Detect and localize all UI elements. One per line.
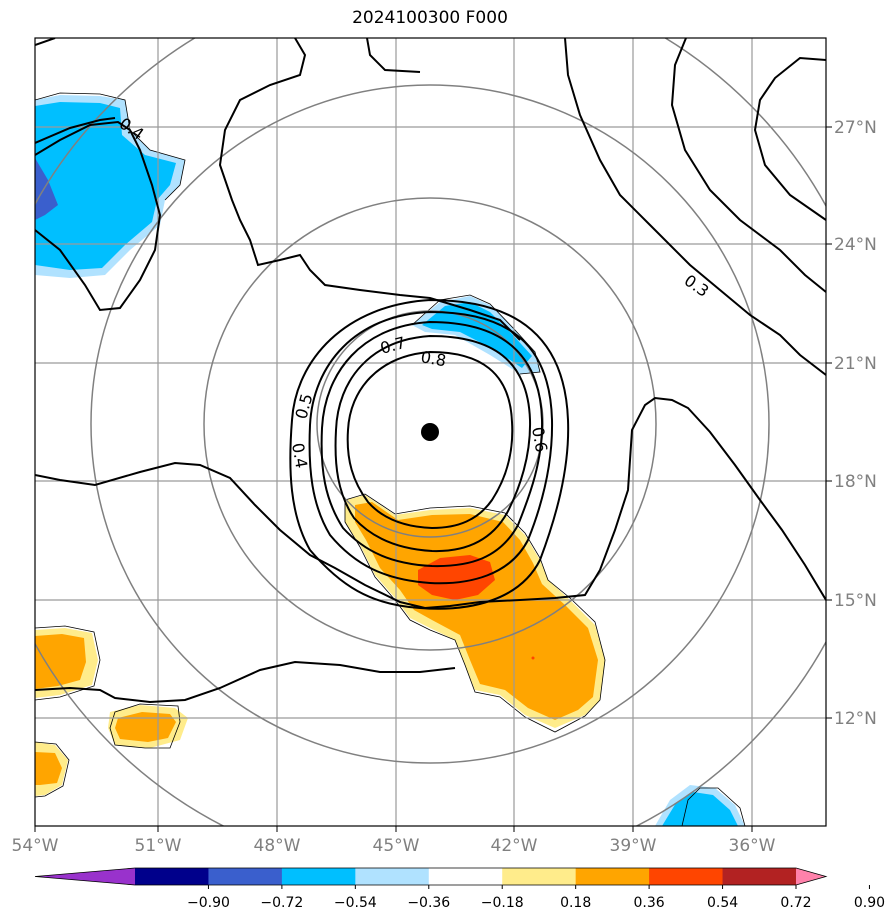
contour-0.6 [320, 320, 544, 568]
map-title: 2024100300 F000 [352, 8, 508, 28]
lat-tick-label: 27°N [834, 118, 877, 138]
colorbar-tick-label: −0.54 [334, 895, 377, 911]
lon-tick-label: 48°W [254, 836, 301, 856]
colorbar-tick-label: 0.90 [854, 895, 885, 911]
colorbar-tick-label: 0.36 [634, 895, 665, 911]
colorbar-extend-low [35, 868, 135, 885]
colorbar-band [135, 868, 209, 885]
lon-tick-label: 51°W [135, 836, 182, 856]
storm-center-marker [421, 423, 439, 441]
contour-label: 0.4 [288, 441, 311, 469]
colorbar-tick-label: −0.72 [260, 895, 303, 911]
colorbar-outline [34, 867, 828, 886]
colorbar-tick-label: −0.18 [481, 895, 524, 911]
colorbar-band [649, 868, 724, 885]
lon-tick-label: 54°W [12, 836, 59, 856]
longitude-labels: 54°W 51°W 48°W 45°W 42°W 39°W 36°W [12, 836, 776, 856]
lat-tick-label: 21°N [834, 354, 877, 374]
shaded-fields [35, 92, 746, 826]
contour-label: 0.8 [419, 347, 447, 370]
colorbar-band [281, 868, 356, 885]
lon-tick-label: 39°W [610, 836, 657, 856]
latitude-labels: 12°N 15°N 18°N 21°N 24°N 27°N [834, 118, 877, 729]
lon-tick-label: 42°W [491, 836, 538, 856]
contour-0.4 [289, 298, 570, 610]
colorbar-band [428, 868, 503, 885]
colorbar-band [355, 868, 430, 885]
colorbar-tick-label: −0.36 [407, 895, 450, 911]
contour-label: 0.6 [528, 425, 551, 453]
colorbar-band [208, 868, 283, 885]
colorbar-band [502, 868, 577, 885]
lat-tick-label: 15°N [834, 591, 877, 611]
map-area: 0.4 0.3 0.7 0.8 0.5 0.6 0.4 [35, 38, 826, 826]
lat-tick-label: 12°N [834, 709, 877, 729]
colorbar: −0.90 −0.72 −0.54 −0.36 −0.18 0.18 0.36 0.54 0.7… [34, 867, 885, 911]
colorbar-tick-label: 0.54 [707, 895, 738, 911]
colorbar-extend-high [796, 868, 826, 885]
colorbar-band [575, 868, 650, 885]
colorbar-tick-label: 0.72 [780, 895, 811, 911]
contour-0.8 [346, 350, 514, 530]
colorbar-band [722, 868, 797, 885]
lon-tick-label: 36°W [729, 836, 776, 856]
colorbar-tick-label: −0.90 [187, 895, 230, 911]
contour-lines [35, 38, 826, 704]
lat-tick-label: 24°N [834, 235, 877, 255]
lat-tick-label: 18°N [834, 472, 877, 492]
map-frame [34, 37, 827, 827]
colorbar-tick-label: 0.18 [560, 895, 591, 911]
lon-tick-label: 45°W [373, 836, 420, 856]
contour-0.7 [334, 334, 532, 553]
contour-0.5 [308, 310, 554, 585]
